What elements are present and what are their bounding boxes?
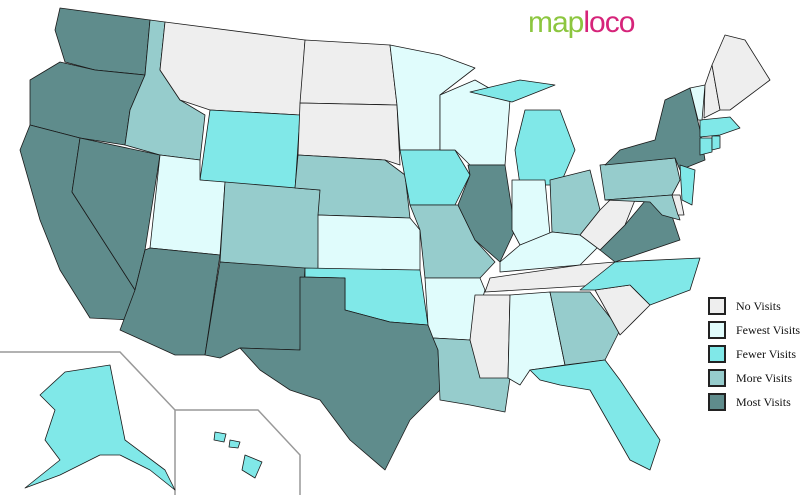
state-de[interactable]: [671, 194, 685, 216]
state-mi[interactable]: [514, 109, 576, 186]
state-nm[interactable]: [204, 261, 306, 359]
state-nj[interactable]: [679, 164, 696, 206]
state-hi[interactable]: [213, 431, 227, 443]
state-ga[interactable]: [549, 291, 621, 366]
state-md[interactable]: [604, 194, 681, 221]
state-az[interactable]: [119, 247, 221, 356]
legend-swatch: [708, 369, 726, 387]
legend-item-none: No Visits: [708, 294, 800, 318]
legend-item-fewest: Fewest Visits: [708, 318, 800, 342]
legend-swatch: [708, 321, 726, 339]
legend-swatch: [708, 393, 726, 411]
state-ia[interactable]: [399, 149, 471, 206]
state-ak[interactable]: [24, 364, 176, 491]
inset-divider: [175, 409, 301, 495]
state-mi[interactable]: [469, 79, 556, 103]
state-hi[interactable]: [241, 454, 263, 479]
state-hi[interactable]: [228, 439, 241, 449]
legend-item-fewer: Fewer Visits: [708, 342, 800, 366]
legend: No Visits Fewest Visits Fewer Visits Mor…: [708, 294, 800, 414]
state-sd[interactable]: [297, 102, 401, 166]
state-ks[interactable]: [317, 214, 421, 271]
state-vt[interactable]: [689, 84, 706, 121]
state-ri[interactable]: [711, 135, 721, 151]
maploco-logo: maploco: [528, 6, 635, 39]
state-tx[interactable]: [239, 276, 441, 471]
legend-item-more: More Visits: [708, 366, 800, 390]
state-ny[interactable]: [604, 87, 706, 171]
legend-swatch: [708, 297, 726, 315]
state-il[interactable]: [457, 164, 516, 263]
legend-swatch: [708, 345, 726, 363]
state-ms[interactable]: [469, 294, 511, 379]
state-co[interactable]: [219, 181, 321, 271]
state-wy[interactable]: [199, 109, 301, 191]
legend-item-most: Most Visits: [708, 390, 800, 414]
state-me[interactable]: [711, 34, 771, 111]
state-nc[interactable]: [579, 257, 701, 306]
state-ct[interactable]: [699, 137, 713, 156]
inset-divider: [0, 351, 176, 495]
state-fl[interactable]: [529, 359, 661, 471]
state-nd[interactable]: [299, 39, 398, 106]
state-ma[interactable]: [699, 116, 741, 138]
